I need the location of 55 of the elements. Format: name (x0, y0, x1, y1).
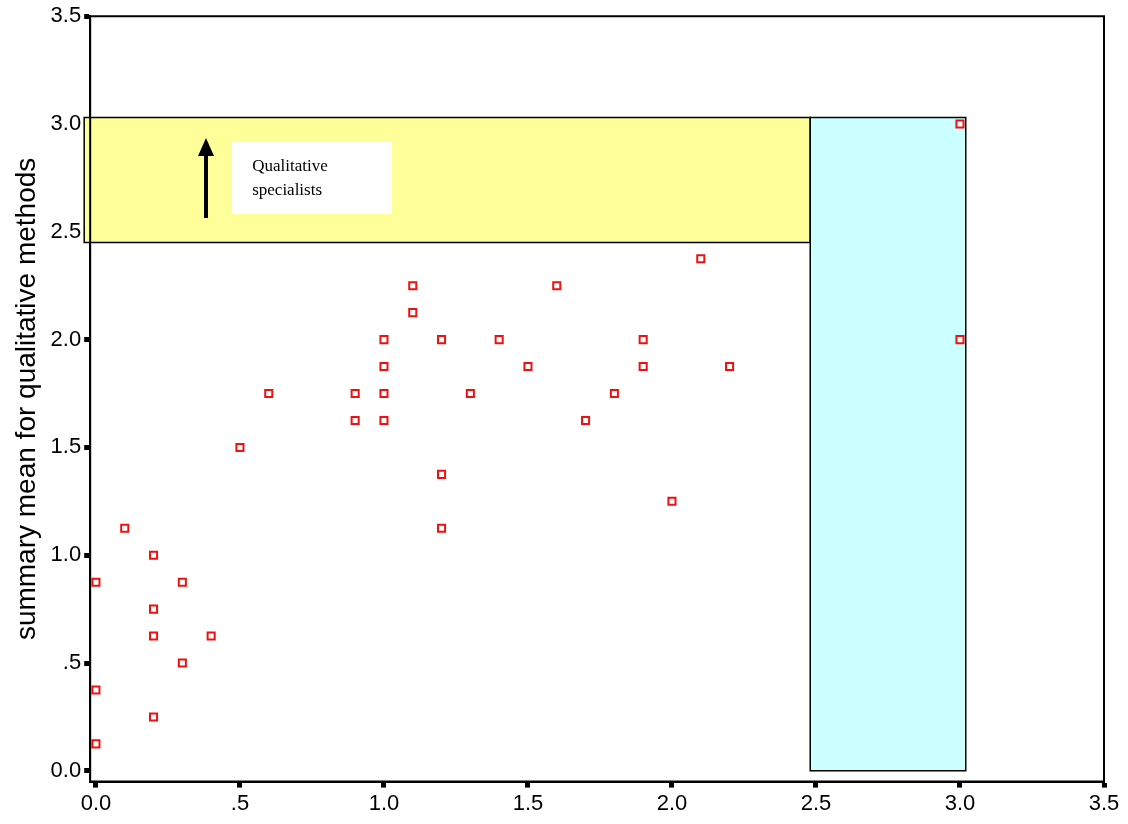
point (379, 335, 389, 345)
point (581, 415, 591, 425)
point (955, 335, 965, 345)
point (206, 631, 216, 641)
point (91, 739, 101, 749)
point (120, 523, 130, 533)
y-tick-label: 2.5 (50, 217, 82, 243)
point (696, 254, 706, 264)
point (149, 631, 159, 641)
x-tick-label: 3.0 (944, 789, 976, 815)
point (149, 550, 159, 560)
point (149, 604, 159, 614)
point (437, 469, 447, 479)
point (235, 442, 245, 452)
x-tick-label: 2.5 (800, 789, 832, 815)
y-tick-label: 0.0 (50, 756, 82, 782)
x-tick-label: 3.5 (1088, 789, 1120, 815)
y-tick-label: 2.0 (50, 325, 82, 351)
point (379, 362, 389, 372)
y-axis-title: summary mean for qualitative methods (9, 157, 41, 641)
x-tick-label: 1.0 (368, 789, 400, 815)
point (350, 388, 360, 399)
y-tick-label: 3.5 (50, 2, 82, 28)
point (177, 577, 187, 587)
point (149, 712, 159, 722)
point (725, 362, 735, 372)
y-tick-label: 1.5 (50, 433, 82, 459)
point (667, 496, 677, 506)
y-tick-label: .5 (62, 649, 82, 675)
x-tick-label: .5 (230, 789, 250, 815)
x-tick-label: 0.0 (80, 789, 112, 815)
point (955, 119, 965, 129)
point (638, 335, 648, 345)
point (408, 308, 418, 318)
point (437, 335, 447, 345)
point (465, 388, 475, 399)
point (408, 281, 418, 291)
point (437, 523, 447, 533)
point (494, 335, 504, 345)
point (552, 281, 562, 291)
point (379, 388, 389, 399)
point (264, 388, 274, 399)
y-tick-label: 1.0 (50, 541, 82, 567)
point (379, 415, 389, 425)
point (350, 415, 360, 425)
point (91, 577, 101, 587)
point (638, 362, 648, 372)
point (91, 685, 101, 695)
y-tick-label: 3.0 (50, 110, 82, 136)
x-tick-label: 2.0 (656, 789, 688, 815)
point (523, 362, 533, 372)
point (609, 388, 619, 399)
point (177, 658, 187, 668)
x-tick-label: 1.5 (512, 789, 544, 815)
note-box: Qualitative specialists (232, 141, 393, 214)
